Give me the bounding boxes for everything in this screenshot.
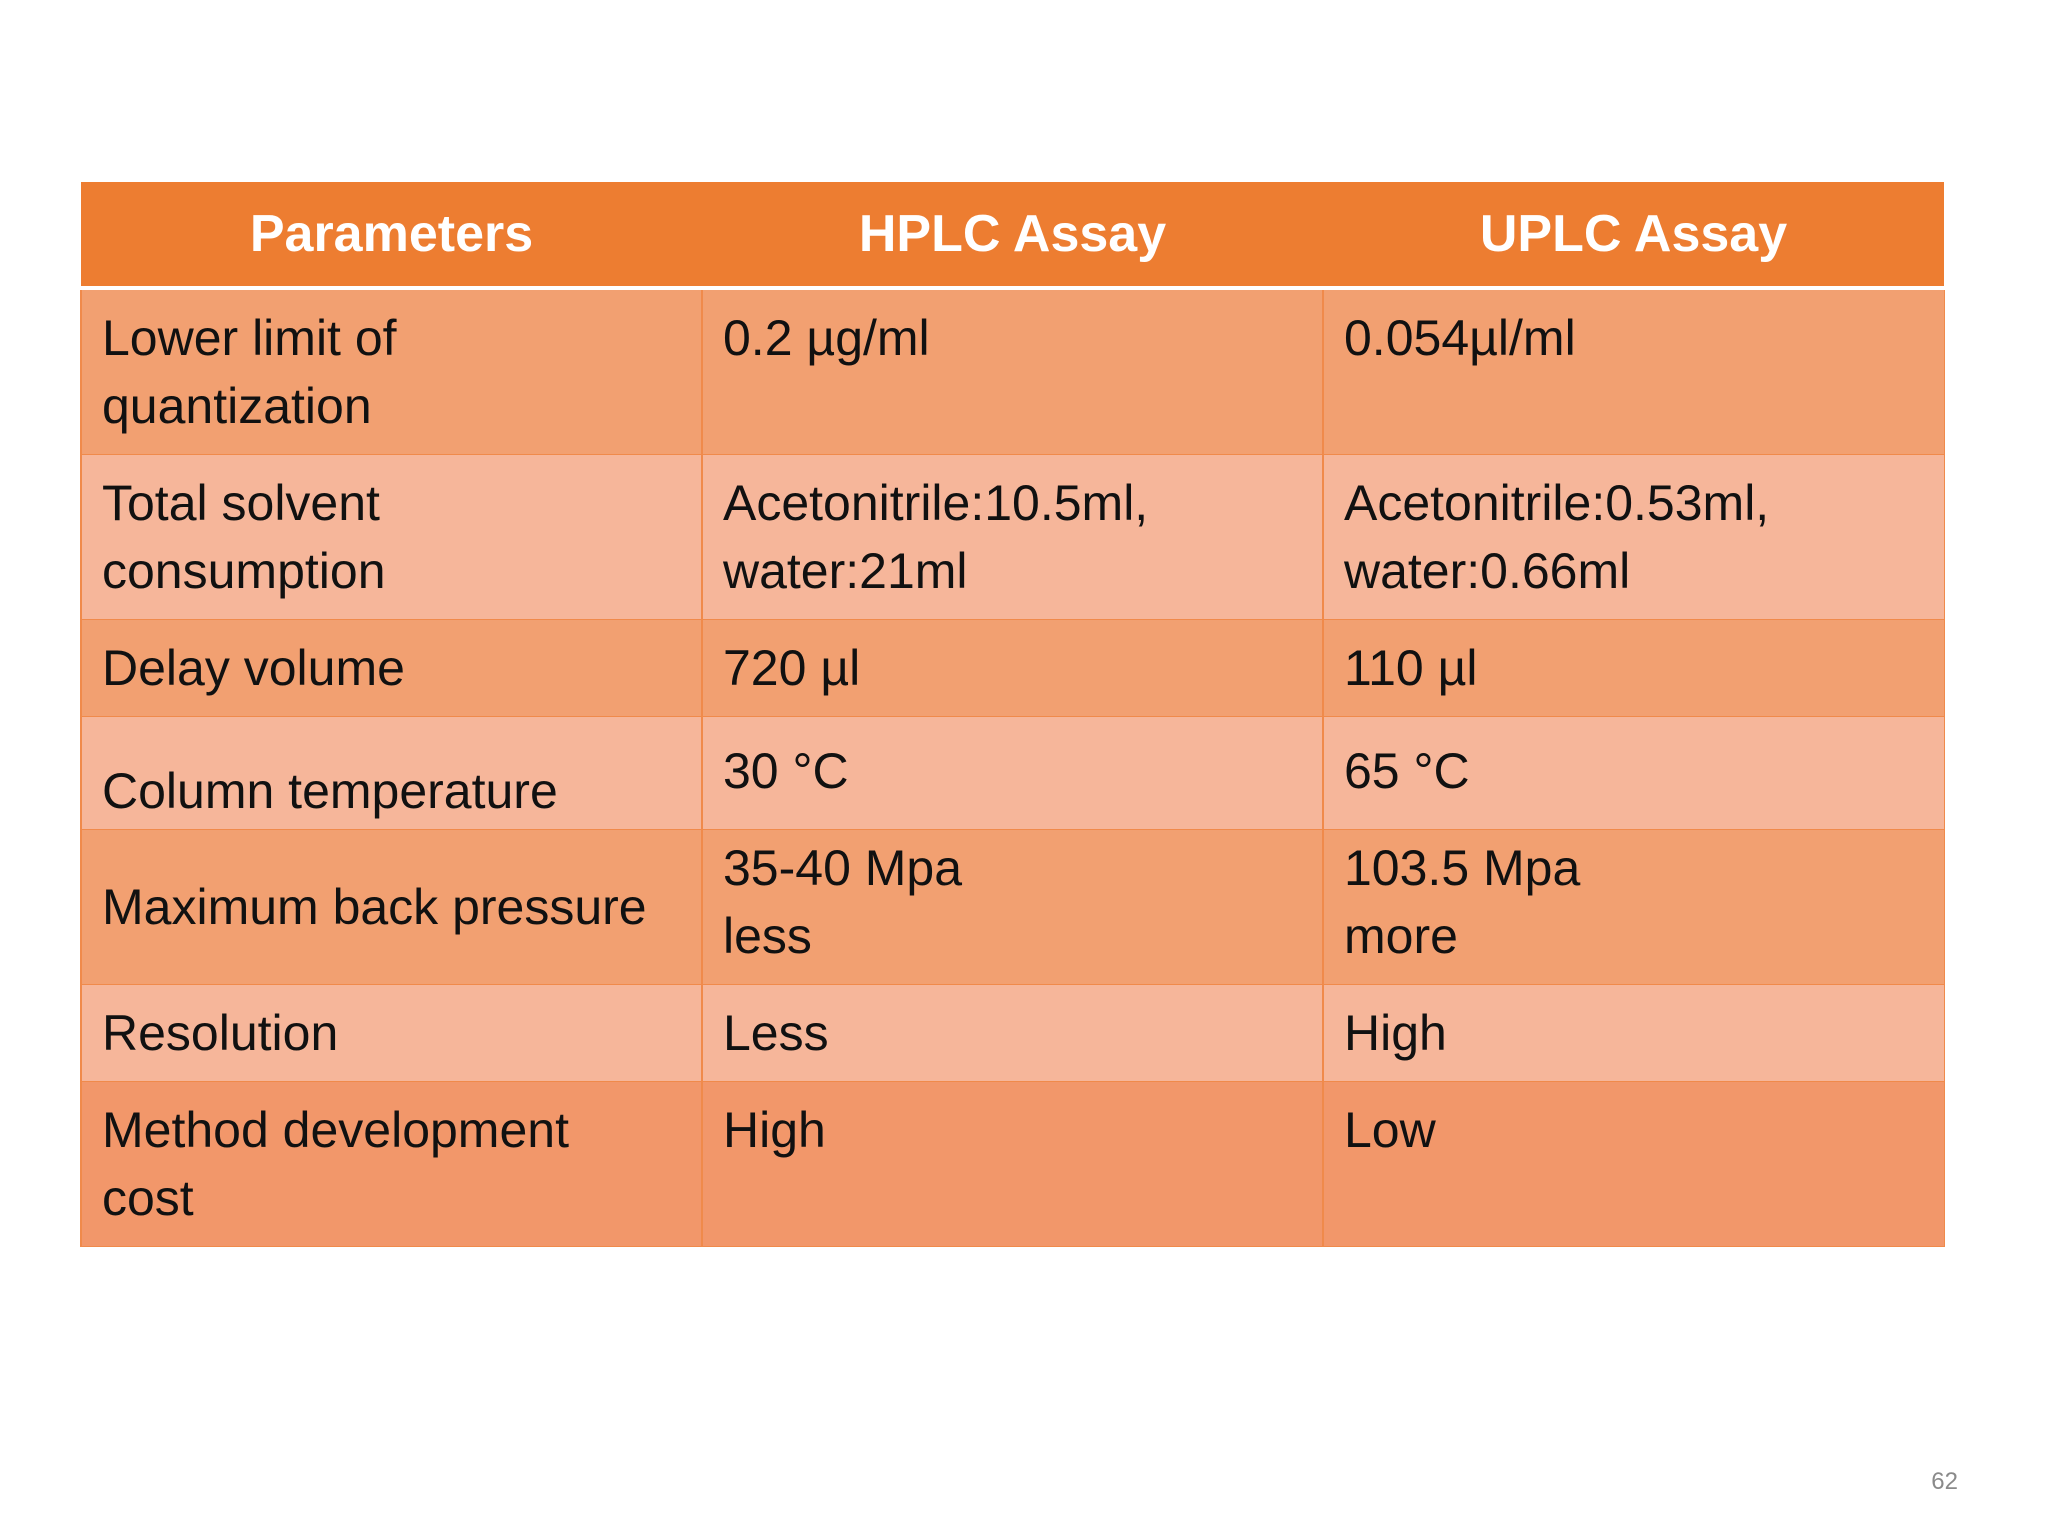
cell-line: less [723,908,812,964]
uplc-cell: 110 µl [1322,619,1945,717]
cell-line: 35-40 Mpa [723,840,963,896]
param-cell: Method development cost [80,1081,703,1247]
cell-line: quantization [102,378,372,434]
header-hplc-assay: HPLC Assay [702,182,1323,290]
uplc-cell: 103.5 Mpa more [1322,829,1945,985]
uplc-cell: High [1322,984,1945,1082]
uplc-cell: Low [1322,1081,1945,1247]
cell-line: Resolution [102,1005,339,1061]
cell-line: water:0.66ml [1344,543,1631,599]
hplc-cell: 720 µl [701,619,1324,717]
param-cell: Maximum back pressure [80,829,703,985]
cell-line: Acetonitrile:0.53ml, [1344,475,1770,531]
comparison-table: Parameters HPLC Assay UPLC Assay Lower l… [80,182,1945,1247]
table-row: Delay volume 720 µl 110 µl [80,619,1945,717]
param-cell: Lower limit of quantization [80,287,703,455]
cell-line: more [1344,908,1458,964]
uplc-cell: Acetonitrile:0.53ml, water:0.66ml [1322,454,1945,620]
cell-line: water:21ml [723,543,968,599]
uplc-cell: 0.054µl/ml [1322,287,1945,455]
hplc-cell: 30 °C [701,716,1324,830]
hplc-cell: High [701,1081,1324,1247]
cell-line: cost [102,1170,194,1226]
cell-line: Low [1344,1102,1436,1158]
cell-line: 30 °C [723,743,849,799]
cell-line: Total solvent [102,475,380,531]
table-row: Lower limit of quantization 0.2 µg/ml 0.… [80,287,1945,455]
header-parameters: Parameters [81,182,702,290]
cell-line: High [723,1102,826,1158]
header-uplc-assay: UPLC Assay [1323,182,1944,290]
cell-line: Column temperature [102,763,558,819]
param-cell: Total solvent consumption [80,454,703,620]
cell-line: 110 µl [1344,640,1478,696]
cell-line: Acetonitrile:10.5ml, [723,475,1149,531]
param-cell: Resolution [80,984,703,1082]
cell-line: Delay volume [102,640,405,696]
cell-line: Less [723,1005,829,1061]
cell-line: 0.2 µg/ml [723,310,930,366]
hplc-cell: 35-40 Mpa less [701,829,1324,985]
table-row: Resolution Less High [80,984,1945,1082]
param-cell: Column temperature [80,716,703,830]
cell-line: 65 °C [1344,743,1470,799]
cell-line: 720 µl [723,640,861,696]
cell-line: High [1344,1005,1447,1061]
page-number: 62 [1931,1468,1958,1495]
hplc-cell: Less [701,984,1324,1082]
hplc-cell: 0.2 µg/ml [701,287,1324,455]
table-row: Total solvent consumption Acetonitrile:1… [80,454,1945,620]
table-row: Method development cost High Low [80,1081,1945,1247]
table-row: Maximum back pressure 35-40 Mpa less 103… [80,829,1945,985]
param-cell: Delay volume [80,619,703,717]
cell-line: Method development [102,1102,569,1158]
cell-line: Lower limit of [102,310,397,366]
hplc-cell: Acetonitrile:10.5ml, water:21ml [701,454,1324,620]
cell-line: 0.054µl/ml [1344,310,1576,366]
cell-line: 103.5 Mpa [1344,840,1581,896]
cell-line: consumption [102,543,386,599]
table-row: Column temperature 30 °C 65 °C [80,716,1945,830]
uplc-cell: 65 °C [1322,716,1945,830]
header-row: Parameters HPLC Assay UPLC Assay [81,182,1944,290]
cell-line: Maximum back pressure [102,879,647,935]
